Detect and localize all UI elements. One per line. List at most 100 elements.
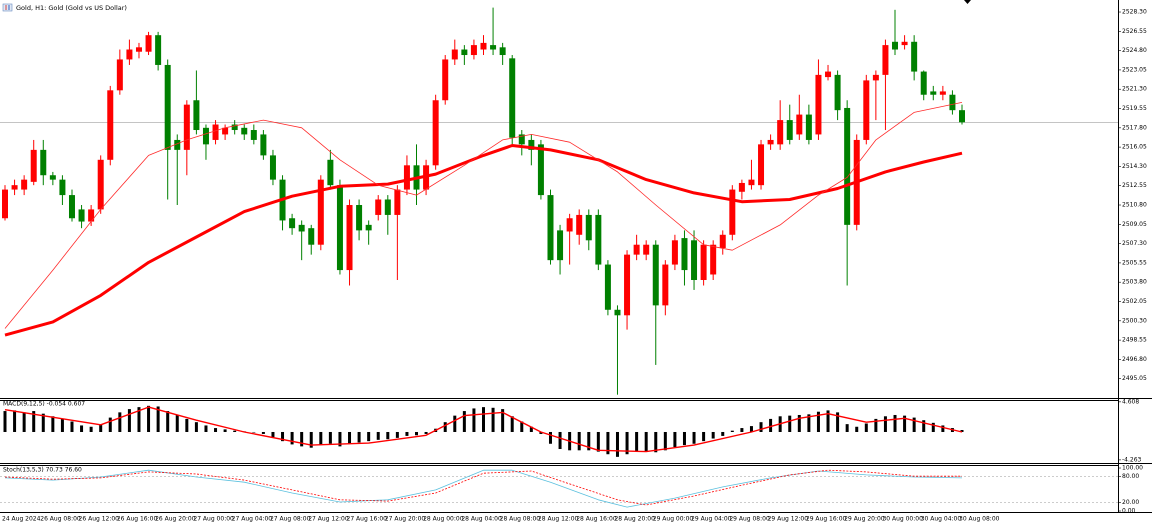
macd-bar bbox=[922, 420, 926, 432]
x-tick-label: 28 Aug 04:00 bbox=[461, 516, 502, 523]
macd-bar bbox=[721, 431, 725, 436]
macd-bar bbox=[845, 424, 849, 432]
candle-body bbox=[729, 189, 736, 235]
x-tick-label: 30 Aug 08:00 bbox=[959, 516, 1000, 523]
candle-body bbox=[528, 139, 535, 150]
y-tick-label: 2503.80 bbox=[1122, 279, 1147, 286]
candle-body bbox=[155, 35, 162, 65]
candle-body bbox=[365, 224, 372, 231]
macd-bar bbox=[108, 417, 112, 432]
candle-body bbox=[509, 58, 516, 138]
macd-bar bbox=[702, 431, 706, 442]
candle-body bbox=[97, 159, 104, 210]
candle-body bbox=[557, 230, 564, 261]
macd-bar bbox=[13, 410, 17, 432]
chart-title: Gold, H1: Gold (Gold vs US Dollar) bbox=[16, 4, 127, 12]
macd-bar bbox=[338, 431, 342, 447]
macd-bar bbox=[529, 426, 533, 432]
candle-body bbox=[691, 240, 698, 281]
macd-bar bbox=[137, 407, 141, 432]
x-tick-label: 24 Aug 2024 bbox=[2, 516, 41, 523]
macd-bar bbox=[472, 408, 476, 432]
y-tick-label: 100.00 bbox=[1122, 465, 1143, 472]
candle-body bbox=[250, 130, 257, 140]
x-tick-label: 27 Aug 08:00 bbox=[270, 516, 311, 523]
macd-bar bbox=[893, 414, 897, 432]
macd-bar bbox=[836, 412, 840, 432]
candle-body bbox=[480, 42, 487, 50]
candle-body bbox=[949, 94, 956, 111]
candle-body bbox=[796, 114, 803, 135]
candle-body bbox=[241, 127, 248, 135]
macd-bar bbox=[443, 422, 447, 432]
candle-body bbox=[461, 49, 468, 56]
x-tick-label: 27 Aug 16:00 bbox=[347, 516, 388, 523]
y-tick-label: 2512.55 bbox=[1122, 182, 1147, 189]
macd-bar bbox=[185, 418, 189, 432]
macd-bar bbox=[51, 416, 55, 432]
y-tick-label: 2498.55 bbox=[1122, 337, 1147, 344]
macd-bar bbox=[625, 431, 629, 455]
candle-body bbox=[68, 195, 75, 219]
macd-bar bbox=[883, 416, 887, 432]
y-tick-label: -4.263 bbox=[1122, 456, 1142, 463]
x-tick-label: 29 Aug 16:00 bbox=[806, 516, 847, 523]
macd-bar bbox=[960, 430, 964, 432]
candle-body bbox=[11, 185, 18, 190]
candle-body bbox=[21, 179, 28, 190]
macd-bar bbox=[874, 418, 878, 432]
x-tick-label: 27 Aug 00:00 bbox=[193, 516, 234, 523]
candle-body bbox=[49, 175, 56, 180]
candle-body bbox=[710, 244, 717, 275]
candle-body bbox=[604, 264, 611, 310]
macd-bar bbox=[348, 431, 352, 444]
macd-bar bbox=[22, 412, 26, 432]
candle-body bbox=[346, 205, 353, 271]
macd-bar bbox=[271, 431, 275, 438]
macd-bar bbox=[558, 431, 562, 449]
x-tick-label: 28 Aug 08:00 bbox=[500, 516, 541, 523]
macd-bar bbox=[127, 409, 131, 432]
candle-body bbox=[930, 91, 937, 95]
candle-body bbox=[872, 74, 879, 81]
candle-body bbox=[107, 90, 114, 160]
candle-body bbox=[260, 134, 267, 156]
macd-bar bbox=[453, 415, 457, 432]
candle-body bbox=[547, 195, 554, 261]
macd-bar bbox=[912, 417, 916, 432]
candle-body bbox=[375, 199, 382, 215]
macd-bar bbox=[281, 431, 285, 442]
macd-bar bbox=[156, 406, 160, 432]
macd-bar bbox=[577, 431, 581, 451]
macd-bar bbox=[941, 425, 945, 432]
macd-bar bbox=[635, 431, 639, 452]
macd-bar bbox=[32, 411, 36, 432]
macd-bar bbox=[606, 431, 610, 455]
candle-body bbox=[308, 228, 315, 245]
candle-body bbox=[959, 110, 965, 123]
macd-bar bbox=[826, 410, 830, 432]
macd-bar bbox=[663, 431, 667, 451]
candle-body bbox=[164, 64, 171, 150]
macd-bar bbox=[80, 425, 84, 432]
candle-body bbox=[662, 264, 669, 306]
x-tick-label: 26 Aug 16:00 bbox=[117, 516, 158, 523]
macd-bar bbox=[759, 422, 763, 432]
candle-body bbox=[911, 41, 918, 72]
macd-bar bbox=[548, 431, 552, 444]
macd-bar bbox=[357, 431, 361, 443]
plots: 2528.30 2526.55 2524.80 2523.05 2521.30 2519.… bbox=[0, 7, 1147, 523]
candle-body bbox=[892, 41, 899, 50]
macd-bar bbox=[615, 431, 619, 457]
panel-frames bbox=[0, 0, 1152, 513]
indicator-label: MACD(9,12,5) -0.054 0.607 bbox=[3, 401, 85, 408]
candle-body bbox=[805, 114, 812, 140]
macd-bar bbox=[252, 431, 256, 433]
candle-body bbox=[738, 182, 745, 192]
candle-body bbox=[135, 47, 142, 52]
macd-bar bbox=[903, 415, 907, 432]
candle-body bbox=[681, 238, 688, 271]
candle-body bbox=[202, 127, 209, 145]
